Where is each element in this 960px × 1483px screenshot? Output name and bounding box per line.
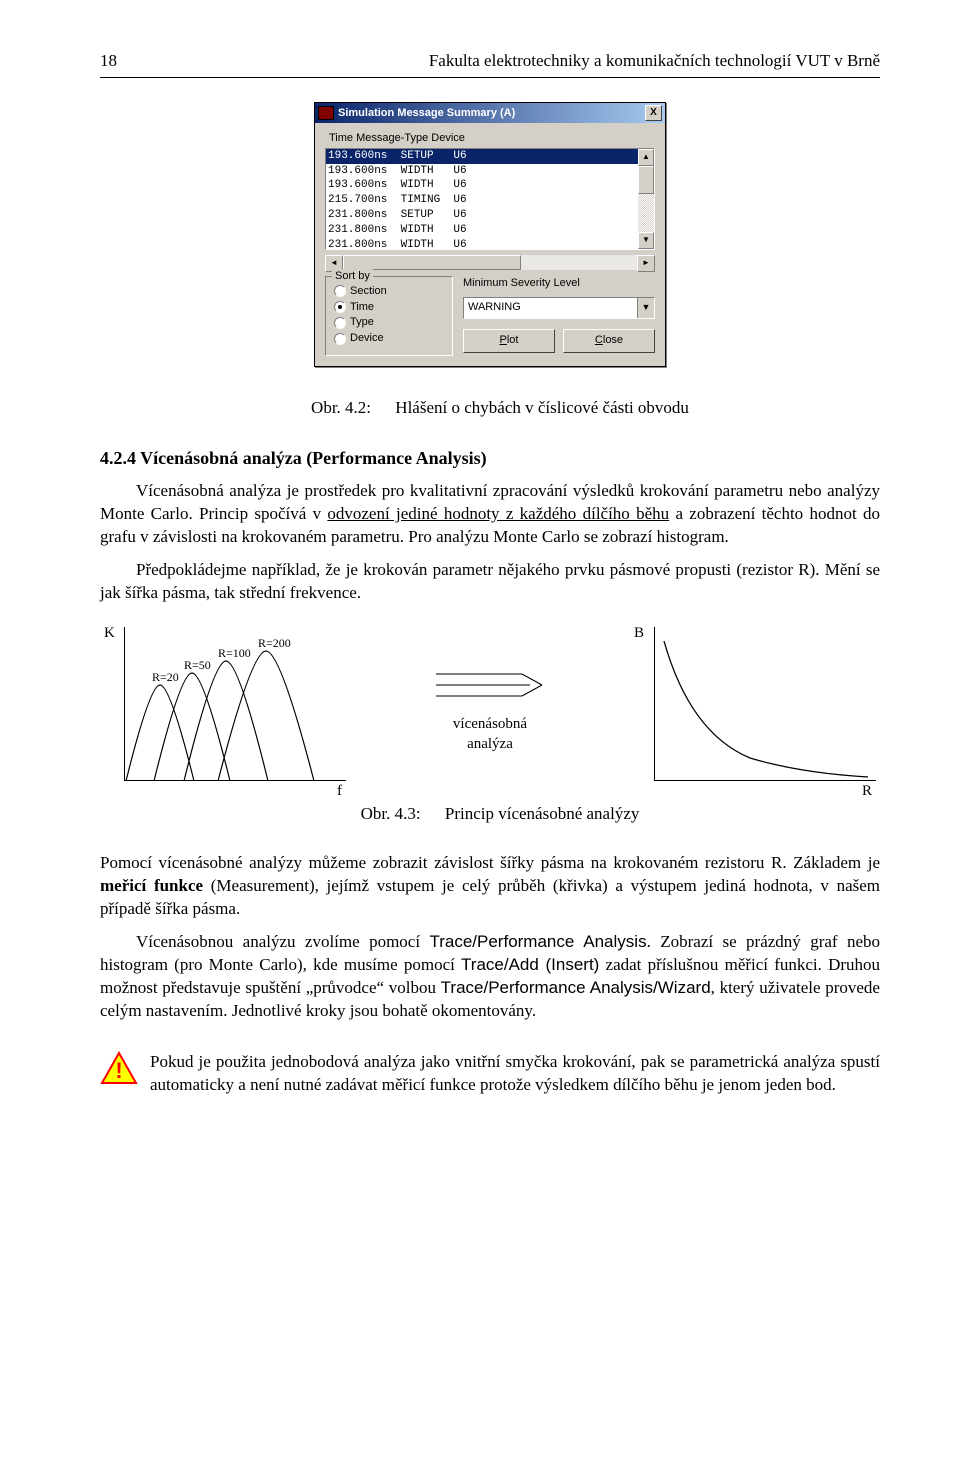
header-title: Fakulta elektrotechniky a komunikačních …: [429, 50, 880, 73]
svg-text:R=200: R=200: [258, 636, 291, 650]
list-item[interactable]: 231.800ns WIDTH U6: [326, 238, 638, 249]
chart-k-f: K f R=20R=50R=100R=200: [100, 623, 350, 793]
paragraph-3: Pomocí vícenásobné analýzy můžeme zobraz…: [100, 852, 880, 921]
scroll-up-icon[interactable]: ▲: [638, 149, 654, 166]
radio-device[interactable]: Device: [334, 331, 444, 346]
arrow-icon: [430, 662, 550, 708]
scroll-down-icon[interactable]: ▼: [638, 232, 654, 249]
fig-label: Obr. 4.2:: [291, 397, 391, 420]
paragraph-2: Předpokládejme například, že je krokován…: [100, 559, 880, 605]
list-item[interactable]: 231.800ns WIDTH U6: [326, 223, 638, 238]
list-item[interactable]: 193.600ns SETUP U6: [326, 149, 638, 164]
arrow-block: vícenásobná analýza: [430, 662, 550, 755]
section-heading: 4.2.4 Vícenásobná analýza (Performance A…: [100, 446, 880, 470]
plot-button[interactable]: Plot: [463, 329, 555, 353]
paragraph-4: Vícenásobnou analýzu zvolíme pomocí Trac…: [100, 931, 880, 1023]
severity-combo[interactable]: WARNING ▼: [463, 297, 655, 319]
app-icon: [318, 106, 334, 120]
scroll-thumb-h[interactable]: [343, 255, 521, 270]
svg-text:!: !: [115, 1058, 122, 1083]
fig-text: Princip vícenásobné analýzy: [445, 804, 640, 823]
radio-section[interactable]: Section: [334, 284, 444, 299]
fig-label: Obr. 4.3:: [341, 803, 441, 826]
figure-4-3: K f R=20R=50R=100R=200 vícenásobná analý…: [100, 623, 880, 793]
list-header: Time Message-Type Device: [329, 131, 655, 146]
dialog-title: Simulation Message Summary (A): [338, 106, 645, 121]
list-item[interactable]: 231.800ns SETUP U6: [326, 208, 638, 223]
list-item[interactable]: 215.700ns TIMING U6: [326, 193, 638, 208]
severity-label: Minimum Severity Level: [463, 276, 655, 291]
message-list[interactable]: 193.600ns SETUP U6193.600ns WIDTH U6193.…: [325, 148, 655, 250]
severity-value: WARNING: [464, 300, 637, 315]
figure-4-3-caption: Obr. 4.3: Princip vícenásobné analýzy: [100, 803, 880, 826]
svg-text:R=20: R=20: [152, 670, 179, 684]
titlebar: Simulation Message Summary (A) X: [315, 103, 665, 123]
chevron-down-icon[interactable]: ▼: [637, 298, 654, 318]
scroll-thumb[interactable]: [638, 166, 654, 194]
radio-time[interactable]: Time: [334, 300, 444, 315]
list-item[interactable]: 193.600ns WIDTH U6: [326, 164, 638, 179]
paragraph-1: Vícenásobná analýza je prostředek pro kv…: [100, 480, 880, 549]
scrollbar-vertical[interactable]: ▲ ▼: [638, 149, 654, 249]
figure-4-2-caption: Obr. 4.2: Hlášení o chybách v číslicové …: [100, 397, 880, 420]
close-icon[interactable]: X: [645, 105, 662, 121]
warning-icon: !: [100, 1051, 138, 1085]
warning-block: ! Pokud je použita jednobodová analýza j…: [100, 1051, 880, 1097]
page-number: 18: [100, 50, 117, 73]
warning-text: Pokud je použita jednobodová analýza jak…: [150, 1051, 880, 1097]
dialog-window: Simulation Message Summary (A) X Time Me…: [314, 102, 666, 367]
close-button[interactable]: Close: [563, 329, 655, 353]
arrow-label: vícenásobná analýza: [453, 714, 527, 755]
sort-group-label: Sort by: [332, 269, 373, 284]
fig-text: Hlášení o chybách v číslicové části obvo…: [395, 398, 689, 417]
page-header: 18 Fakulta elektrotechniky a komunikační…: [100, 50, 880, 78]
dialog-body: Time Message-Type Device 193.600ns SETUP…: [315, 123, 665, 366]
scroll-right-icon[interactable]: ►: [637, 255, 655, 272]
scrollbar-horizontal[interactable]: ◄ ►: [325, 255, 655, 270]
radio-type[interactable]: Type: [334, 315, 444, 330]
chart-b-r: B R: [630, 623, 880, 793]
sort-group: Sort by SectionTimeTypeDevice: [325, 276, 453, 356]
svg-text:R=50: R=50: [184, 658, 211, 672]
list-item[interactable]: 193.600ns WIDTH U6: [326, 178, 638, 193]
svg-text:R=100: R=100: [218, 646, 251, 660]
